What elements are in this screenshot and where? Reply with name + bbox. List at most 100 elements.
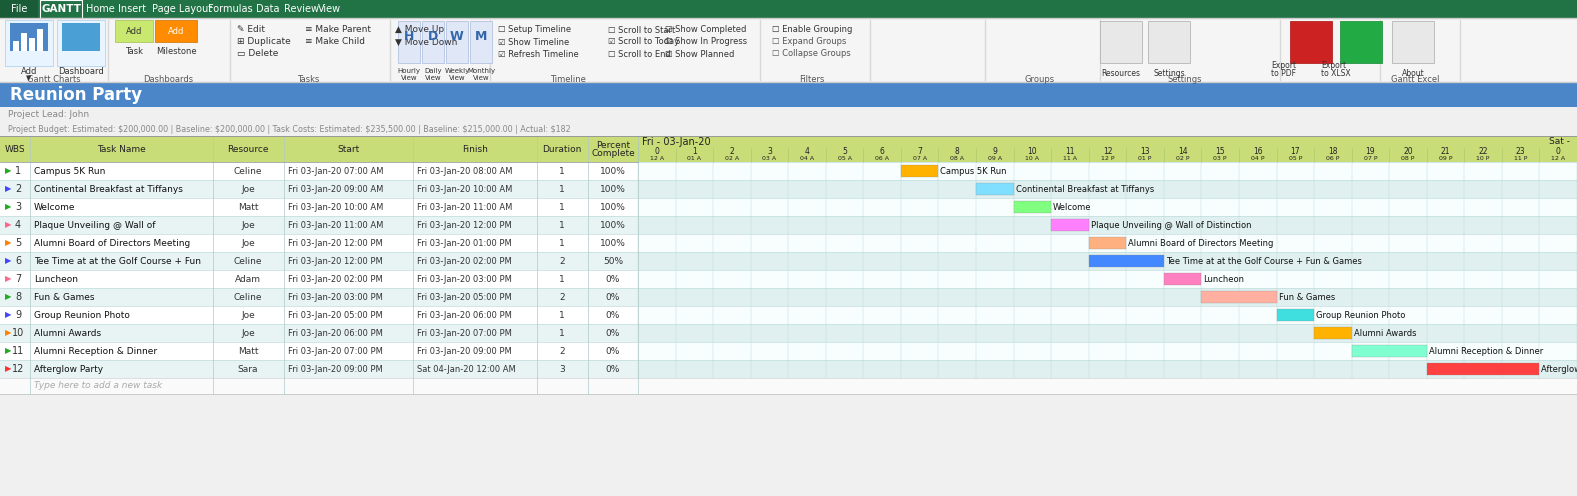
Text: 2: 2 xyxy=(560,293,565,302)
Text: Milestone: Milestone xyxy=(156,47,196,56)
Text: Filters: Filters xyxy=(800,75,825,84)
Bar xyxy=(28,38,35,51)
Text: Campus 5K Run: Campus 5K Run xyxy=(940,167,1008,176)
Bar xyxy=(639,342,1577,360)
Text: 12 P: 12 P xyxy=(1101,156,1115,161)
Bar xyxy=(0,198,639,216)
Text: Sat 04-Jan-20 12:00 AM: Sat 04-Jan-20 12:00 AM xyxy=(416,365,516,373)
Text: Matt: Matt xyxy=(238,202,259,211)
Text: ▶: ▶ xyxy=(5,328,11,337)
Text: ☐ Expand Groups: ☐ Expand Groups xyxy=(773,38,847,47)
Text: 100%: 100% xyxy=(601,185,626,193)
Text: ☑ Show Timeline: ☑ Show Timeline xyxy=(498,38,569,47)
Text: 10: 10 xyxy=(13,328,24,338)
Text: 11 A: 11 A xyxy=(1063,156,1077,161)
Text: Fri 03-Jan-20 07:00 AM: Fri 03-Jan-20 07:00 AM xyxy=(289,167,383,176)
Text: 10 A: 10 A xyxy=(1025,156,1039,161)
Text: Formulas: Formulas xyxy=(208,4,252,14)
Text: Fri 03-Jan-20 06:00 PM: Fri 03-Jan-20 06:00 PM xyxy=(289,328,383,337)
Text: Joe: Joe xyxy=(241,221,255,230)
Text: 05 P: 05 P xyxy=(1288,156,1303,161)
Text: Alumni Reception & Dinner: Alumni Reception & Dinner xyxy=(35,347,158,356)
Bar xyxy=(639,148,1577,155)
Text: Tee Time at at the Golf Course + Fun & Games: Tee Time at at the Golf Course + Fun & G… xyxy=(1165,256,1361,265)
Bar xyxy=(639,198,1577,216)
Text: Plaque Unveiling @ Wall of Distinction: Plaque Unveiling @ Wall of Distinction xyxy=(1091,221,1251,230)
Text: ☐ Enable Grouping: ☐ Enable Grouping xyxy=(773,25,853,35)
Bar xyxy=(639,360,1577,378)
Text: H: H xyxy=(404,29,415,43)
Bar xyxy=(397,21,419,63)
Bar xyxy=(1014,201,1052,213)
Bar xyxy=(1340,21,1381,63)
Text: ▶: ▶ xyxy=(5,347,11,356)
Bar xyxy=(639,288,1577,306)
Text: Group Reunion Photo: Group Reunion Photo xyxy=(35,310,129,319)
Text: Export: Export xyxy=(1271,62,1296,70)
Bar xyxy=(0,360,639,378)
Bar xyxy=(639,324,1577,342)
Bar xyxy=(1088,255,1164,267)
Text: Page Layout: Page Layout xyxy=(151,4,213,14)
Text: Monthly
View: Monthly View xyxy=(467,67,495,80)
Text: Alumni Reception & Dinner: Alumni Reception & Dinner xyxy=(1429,347,1542,356)
Bar xyxy=(0,324,639,342)
Bar xyxy=(0,82,1577,107)
Bar xyxy=(639,216,1577,234)
Text: Alumni Awards: Alumni Awards xyxy=(35,328,101,337)
Text: Timeline: Timeline xyxy=(550,75,587,84)
Text: Export: Export xyxy=(1322,62,1347,70)
Bar xyxy=(900,165,938,177)
Text: Celine: Celine xyxy=(233,167,262,176)
Bar xyxy=(1427,363,1539,375)
Text: Fri 03-Jan-20 12:00 PM: Fri 03-Jan-20 12:00 PM xyxy=(416,221,513,230)
Text: ☐ Setup Timeline: ☐ Setup Timeline xyxy=(498,25,571,35)
Text: 06 P: 06 P xyxy=(1326,156,1339,161)
Text: Fri 03-Jan-20 08:00 AM: Fri 03-Jan-20 08:00 AM xyxy=(416,167,513,176)
Bar xyxy=(13,41,19,51)
Text: 03 P: 03 P xyxy=(1213,156,1227,161)
Bar xyxy=(0,216,639,234)
Text: Continental Breakfast at Tiffanys: Continental Breakfast at Tiffanys xyxy=(1016,185,1154,193)
Text: Fri 03-Jan-20 12:00 PM: Fri 03-Jan-20 12:00 PM xyxy=(289,239,383,248)
Bar xyxy=(1314,327,1351,339)
Text: 100%: 100% xyxy=(601,221,626,230)
Text: WBS: WBS xyxy=(5,144,25,153)
Bar xyxy=(0,252,639,270)
Bar xyxy=(1392,21,1433,63)
Text: ▶: ▶ xyxy=(5,256,11,265)
Bar xyxy=(639,136,1577,162)
Bar xyxy=(1052,219,1088,231)
Bar xyxy=(639,180,1577,198)
Text: ▶: ▶ xyxy=(5,274,11,284)
Text: Sat -: Sat - xyxy=(1549,137,1571,146)
Bar xyxy=(39,0,82,18)
Text: 100%: 100% xyxy=(601,239,626,248)
Text: 3: 3 xyxy=(766,147,771,156)
Text: ▶: ▶ xyxy=(5,310,11,319)
Text: 20: 20 xyxy=(1404,147,1413,156)
Bar xyxy=(5,20,54,66)
Text: Hourly
View: Hourly View xyxy=(397,67,421,80)
Text: Weekly
View: Weekly View xyxy=(445,67,470,80)
Bar xyxy=(115,20,153,42)
Text: 1: 1 xyxy=(14,166,21,176)
Text: 8: 8 xyxy=(14,292,21,302)
Bar xyxy=(1351,345,1427,357)
Text: Alumni Board of Directors Meeting: Alumni Board of Directors Meeting xyxy=(35,239,191,248)
Text: 08 P: 08 P xyxy=(1402,156,1415,161)
Bar xyxy=(0,122,1577,136)
Text: to PDF: to PDF xyxy=(1271,68,1296,77)
Text: Welcome: Welcome xyxy=(1053,202,1091,211)
Text: Fri 03-Jan-20 10:00 AM: Fri 03-Jan-20 10:00 AM xyxy=(416,185,513,193)
Bar xyxy=(639,252,1577,270)
Bar xyxy=(155,20,197,42)
Text: ▶: ▶ xyxy=(5,365,11,373)
Text: Fri 03-Jan-20 03:00 PM: Fri 03-Jan-20 03:00 PM xyxy=(289,293,383,302)
Text: 13: 13 xyxy=(1140,147,1150,156)
Bar xyxy=(1101,21,1142,63)
Text: 12 A: 12 A xyxy=(650,156,664,161)
Text: 1: 1 xyxy=(560,274,565,284)
Text: Reunion Party: Reunion Party xyxy=(9,85,142,104)
Text: 2: 2 xyxy=(14,184,21,194)
